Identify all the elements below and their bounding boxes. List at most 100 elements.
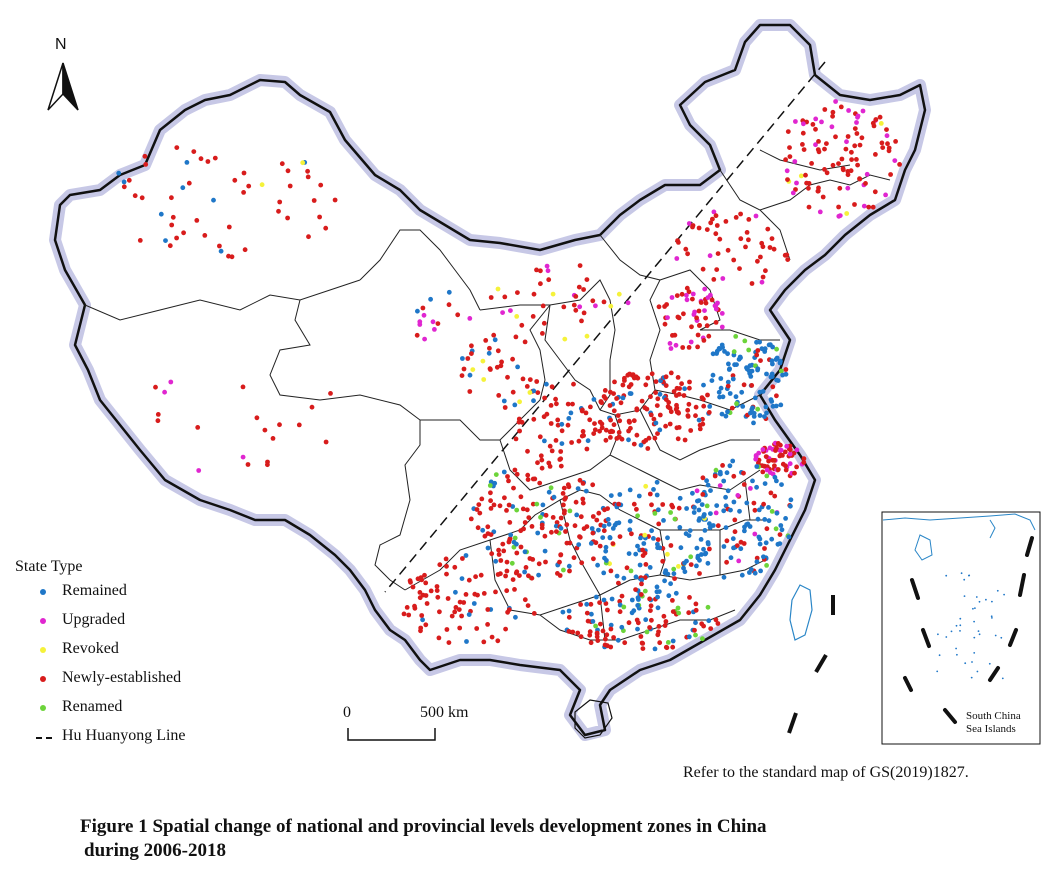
newly-established-point	[715, 251, 721, 256]
newly-established-point	[460, 556, 465, 561]
newly-established-point	[504, 568, 510, 574]
newly-established-point	[181, 230, 187, 236]
remained-point	[608, 622, 614, 628]
newly-established-point	[577, 263, 583, 268]
legend-item-revoked: Revoked	[12, 638, 252, 667]
remained-point	[683, 531, 689, 537]
remained-point	[705, 560, 711, 566]
newly-established-point	[478, 572, 484, 578]
newly-established-point	[695, 344, 700, 350]
remained-point	[636, 493, 642, 499]
north-label: N	[55, 36, 67, 53]
inset-island-point	[988, 662, 991, 665]
newly-established-point	[690, 296, 695, 302]
newly-established-point	[474, 507, 480, 512]
newly-established-point	[538, 453, 544, 459]
newly-established-point	[749, 281, 755, 286]
newly-established-point	[720, 463, 725, 468]
renamed-point	[621, 604, 627, 610]
inset-island-point	[1000, 636, 1003, 639]
newly-established-point	[558, 463, 564, 469]
newly-established-point	[725, 247, 731, 253]
newly-established-point	[775, 441, 781, 446]
remained-point	[546, 489, 552, 495]
remained-point	[773, 357, 779, 362]
newly-established-point	[524, 507, 530, 513]
newly-established-point	[543, 512, 549, 518]
newly-established-point	[537, 434, 543, 440]
scale-end-label: 500 km	[420, 704, 469, 721]
newly-established-point	[800, 130, 806, 136]
remained-point	[446, 289, 452, 295]
newly-established-point	[510, 389, 516, 395]
newly-established-point	[594, 630, 600, 636]
newly-established-point	[466, 577, 472, 583]
newly-established-point	[686, 345, 692, 350]
newly-established-point	[598, 399, 604, 404]
upgraded-point	[692, 309, 697, 315]
newly-established-point	[631, 441, 637, 447]
newly-established-point	[170, 214, 176, 220]
inset-island-point	[970, 676, 973, 679]
newly-established-point	[845, 134, 851, 139]
inset-island-point	[955, 647, 957, 650]
inset-island-point	[955, 624, 958, 627]
revoked-point	[642, 532, 648, 538]
newly-established-point	[679, 291, 685, 297]
newly-established-point	[809, 161, 814, 166]
newly-established-point	[688, 428, 694, 433]
newly-established-point	[651, 416, 657, 422]
upgraded-point	[717, 483, 723, 488]
remained-point	[707, 525, 713, 530]
newly-established-point	[601, 528, 607, 534]
newly-established-point	[535, 460, 540, 466]
inset-island-point	[938, 654, 941, 657]
remained-point	[666, 593, 672, 599]
upgraded-point	[883, 192, 888, 198]
remained-point	[670, 638, 676, 644]
newly-established-point	[674, 293, 680, 298]
newly-established-point	[643, 382, 649, 388]
newly-established-point	[744, 230, 750, 235]
newly-established-point	[772, 463, 777, 469]
newly-established-point	[423, 622, 429, 628]
remained-point	[535, 530, 541, 536]
newly-established-point	[443, 556, 449, 562]
remained-point	[540, 502, 546, 508]
newly-established-point	[675, 238, 680, 244]
newly-established-point	[600, 628, 606, 634]
upgraded-point	[813, 142, 818, 148]
newly-established-point	[656, 624, 662, 629]
newly-established-point	[777, 453, 783, 459]
newly-established-point	[137, 238, 143, 243]
newly-established-point	[526, 573, 531, 579]
revoked-point	[527, 390, 533, 395]
upgraded-point	[196, 468, 202, 473]
remained-point	[184, 160, 190, 165]
remained-point	[758, 568, 763, 574]
newly-established-point	[758, 254, 763, 260]
newly-established-point	[764, 526, 770, 532]
inset-island-point	[945, 636, 948, 638]
newly-established-point	[783, 367, 789, 372]
renamed-point	[672, 516, 678, 522]
newly-established-point	[262, 427, 268, 433]
newly-established-point	[608, 389, 613, 395]
newly-established-point	[241, 170, 247, 176]
remained-point	[492, 337, 498, 343]
newly-established-point	[639, 640, 645, 646]
newly-established-point	[657, 640, 663, 646]
remained-point	[661, 518, 666, 523]
revoked-point	[844, 211, 850, 216]
remained-point	[158, 211, 164, 217]
remained-point	[747, 570, 752, 575]
newly-established-point	[686, 401, 692, 407]
remained-point	[763, 540, 769, 546]
newly-established-point	[446, 302, 452, 308]
newly-established-point	[681, 311, 686, 317]
newly-established-point	[527, 377, 533, 382]
remained-point	[720, 345, 725, 350]
newly-established-point	[768, 490, 774, 496]
newly-established-point	[485, 607, 491, 612]
newly-established-point	[897, 162, 902, 167]
